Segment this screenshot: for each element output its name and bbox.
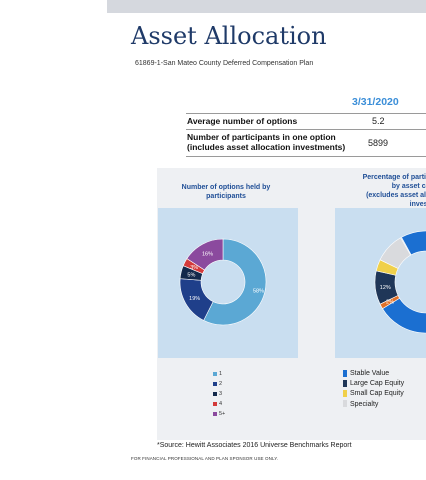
data-label: 19% <box>189 296 200 302</box>
table-divider <box>186 129 426 130</box>
chart2-donut: 12% 2% <box>374 230 426 334</box>
legend-item: Large Cap Equity <box>343 379 404 389</box>
source-note: *Source: Hewitt Associates 2016 Universe… <box>157 442 352 449</box>
data-label: 3% <box>190 265 198 271</box>
legend-swatch <box>213 381 217 386</box>
legend-item: 5+ <box>213 409 225 419</box>
chart2-title-line: Percentage of participa <box>362 174 426 181</box>
legend-label: 1 <box>219 371 223 377</box>
legend-item: 4 <box>213 399 225 409</box>
chart2-title: Percentage of participa by asset categ (… <box>330 173 426 209</box>
legend-label: 4 <box>219 401 223 407</box>
one-option-value: 5899 <box>368 138 389 148</box>
chart2-title-line: by asset categ <box>391 183 426 190</box>
legend-item: Stable Value <box>343 369 404 379</box>
legend-swatch <box>213 391 217 396</box>
legend-item: 1 <box>213 369 225 379</box>
table-divider <box>186 156 426 157</box>
data-label: 5% <box>187 272 195 278</box>
avg-options-value: 5.2 <box>372 116 385 126</box>
chart2-title-line: (excludes asset alloca <box>366 192 426 199</box>
legend-label: 3 <box>219 391 223 397</box>
legend-label: Small Cap Equity <box>350 390 404 398</box>
legend-label: Stable Value <box>350 370 390 377</box>
table-date-header: 3/31/2020 <box>352 96 399 108</box>
legend-swatch <box>213 371 217 376</box>
plan-subtitle: 61869-1-San Mateo County Deferred Compen… <box>135 60 314 67</box>
donut-slice-specialty <box>379 237 411 269</box>
legend-swatch <box>343 369 347 377</box>
donut-slice-1 <box>203 238 267 326</box>
legend-label: Large Cap Equity <box>350 380 405 388</box>
legend-label: 2 <box>219 381 223 387</box>
data-label: 58% <box>253 288 264 294</box>
one-option-label-line2: (includes asset allocation investments) <box>187 142 346 152</box>
donut-slice-5plus <box>186 238 224 271</box>
legend-swatch <box>343 379 347 387</box>
table-divider <box>186 113 426 114</box>
legend-swatch <box>343 400 347 408</box>
legend-item: 3 <box>213 389 225 399</box>
legend-label: 5+ <box>219 411 226 417</box>
legend-item: Specialty <box>343 400 404 410</box>
footer-disclaimer: FOR FINANCIAL PROFESSIONAL AND PLAN SPON… <box>131 456 279 461</box>
donut-slice-stable-value <box>382 297 426 334</box>
legend-swatch <box>213 411 217 416</box>
legend-swatch <box>213 401 217 406</box>
legend-label: Specialty <box>350 400 379 408</box>
legend-item: 2 <box>213 379 225 389</box>
chart2-legend: Stable Value Large Cap Equity Small Cap … <box>343 369 404 410</box>
donut-slice-orange <box>379 295 400 310</box>
chart1-legend: 1 2 3 4 5+ <box>213 369 225 419</box>
avg-options-label: Average number of options <box>187 116 298 126</box>
legend-item: Small Cap Equity <box>343 389 404 399</box>
chart1-title: Number of options held by participants <box>181 184 271 200</box>
page-title: Asset Allocation <box>131 22 327 50</box>
data-label: 16% <box>202 251 213 257</box>
one-option-label-line1: Number of participants in one option <box>187 132 336 142</box>
top-bar <box>107 0 426 13</box>
data-label: 12% <box>380 285 391 291</box>
donut-slice-stable-value-top <box>401 230 426 256</box>
data-label: 2% <box>386 300 394 306</box>
chart2-title-line: investme <box>409 201 426 208</box>
legend-swatch <box>343 390 347 398</box>
